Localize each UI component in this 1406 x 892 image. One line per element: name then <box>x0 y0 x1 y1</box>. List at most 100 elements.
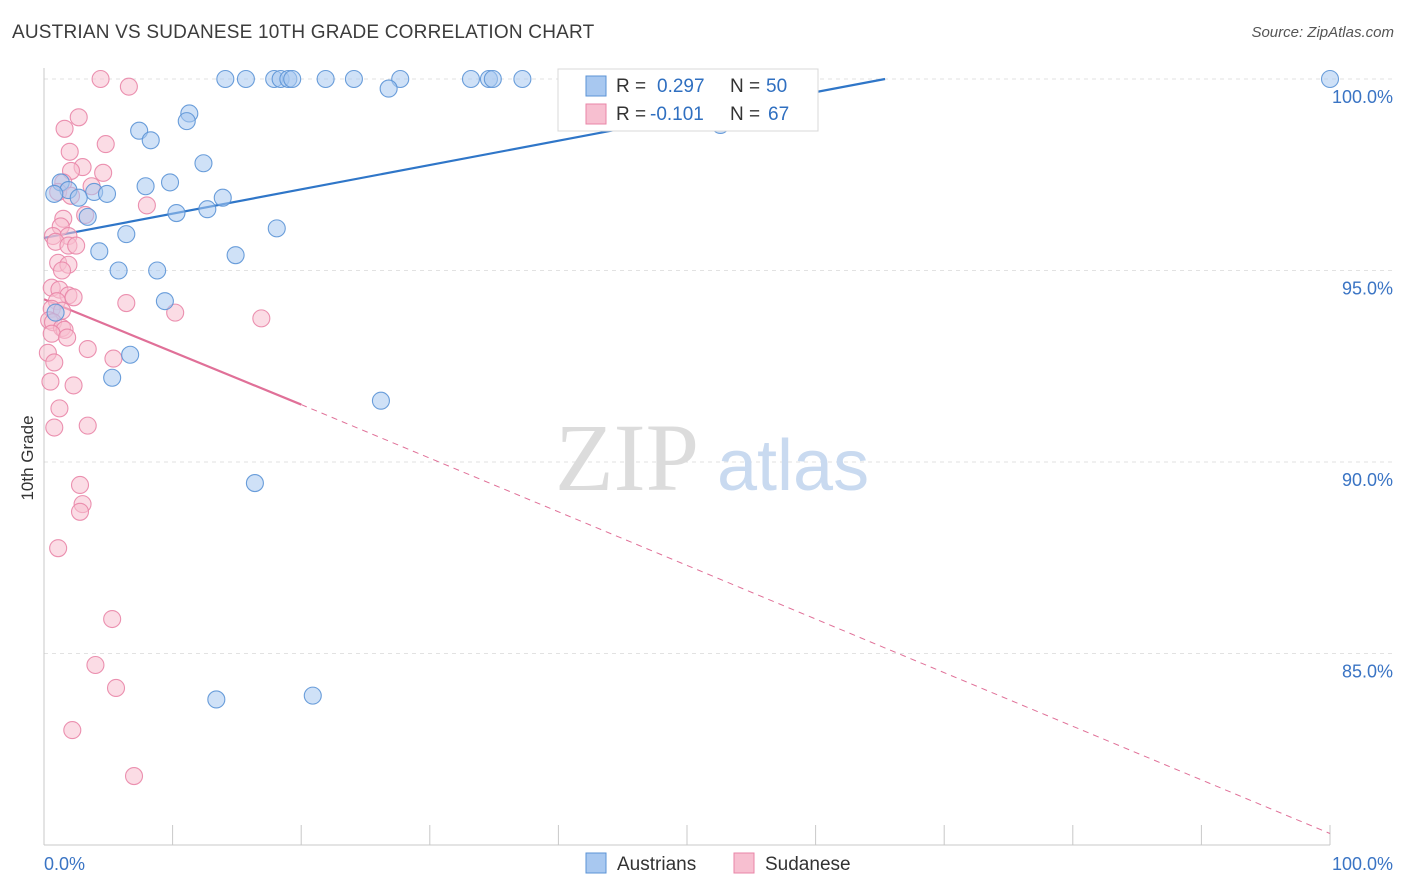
austrians-point <box>226 246 245 265</box>
austrians-point <box>283 69 302 89</box>
austrians-point <box>141 131 160 150</box>
sudanese-point <box>86 655 105 675</box>
sudanese-point <box>94 163 113 182</box>
sudanese-point <box>63 721 82 740</box>
austrians-point <box>1320 69 1340 89</box>
austrians-point <box>267 219 286 238</box>
austrians-point <box>344 69 363 89</box>
sudanese-point <box>55 119 74 138</box>
sudanese-point <box>119 77 138 96</box>
sudanese-point <box>42 324 61 343</box>
austrians-point <box>216 69 235 89</box>
x-tick-label-max: 100.0% <box>1332 854 1393 874</box>
stats-austrians-swatch <box>585 75 607 97</box>
watermark: ZIP atlas <box>555 404 869 511</box>
austrians-point <box>97 184 117 203</box>
sudanese-point <box>96 135 115 154</box>
austrians-point <box>391 69 410 89</box>
austrians-point <box>148 261 167 280</box>
sudanese-point <box>70 475 90 495</box>
austrians-point <box>69 188 88 207</box>
stats-austrians-n-label: N = <box>730 76 760 97</box>
y-tick-label: 95.0% <box>1342 279 1393 299</box>
legend-sudanese-label: Sudanese <box>765 854 851 875</box>
stats-austrians-r-value: 0.297 <box>657 76 705 97</box>
austrians-point <box>45 184 64 203</box>
stats-sudanese-r-label: R = <box>616 104 646 125</box>
y-tick-label: 85.0% <box>1342 662 1393 682</box>
sudanese-point <box>78 339 97 359</box>
sudanese-point <box>117 294 136 313</box>
sudanese-point <box>91 69 110 89</box>
austrians-point <box>213 188 232 207</box>
sudanese-point <box>166 303 185 322</box>
austrians-point <box>303 686 322 705</box>
sudanese-point <box>41 372 60 391</box>
stats-sudanese-r-value: -0.101 <box>650 104 704 125</box>
legend: Austrians Sudanese <box>585 852 851 875</box>
sudanese-point <box>252 309 271 328</box>
stats-sudanese-n-value: 67 <box>768 104 789 125</box>
y-axis-label: 10th Grade <box>18 415 37 500</box>
gridlines: 100.0% 95.0% 90.0% 85.0% <box>44 78 1394 682</box>
austrians-point <box>177 112 196 131</box>
austrians-point <box>379 79 398 98</box>
sudanese-point <box>49 539 68 558</box>
y-tick-label: 100.0% <box>1332 87 1393 107</box>
sudanese-point <box>103 609 122 629</box>
austrians-point <box>194 154 213 173</box>
watermark-zip: ZIP <box>555 404 699 511</box>
austrians-points <box>45 69 1340 709</box>
sudanese-point <box>67 236 86 255</box>
chart-source: Source: ZipAtlas.com <box>1251 24 1394 41</box>
austrians-point <box>207 690 226 709</box>
stats-austrians-n-value: 50 <box>766 76 787 97</box>
austrians-point <box>371 391 390 410</box>
austrians-point <box>109 261 128 280</box>
sudanese-point <box>45 418 64 437</box>
austrians-point <box>121 345 140 364</box>
sudanese-point <box>45 353 64 372</box>
austrians-point <box>513 69 532 89</box>
stats-austrians-r-label: R = <box>616 76 646 97</box>
austrians-point <box>103 368 122 387</box>
austrians-point <box>245 474 264 493</box>
sudanese-points <box>38 69 271 786</box>
chart-title: AUSTRIAN VS SUDANESE 10TH GRADE CORRELAT… <box>12 22 595 43</box>
y-tick-label: 90.0% <box>1342 470 1393 490</box>
austrians-point <box>316 69 335 89</box>
sudanese-trend-line <box>43 298 302 406</box>
sudanese-point <box>124 767 144 786</box>
austrians-point <box>160 173 180 192</box>
legend-sudanese-swatch <box>733 852 755 874</box>
legend-austrians-swatch <box>585 852 607 874</box>
austrians-point <box>117 225 136 244</box>
austrians-point <box>78 207 97 226</box>
sudanese-point <box>137 196 156 215</box>
sudanese-point <box>64 376 83 395</box>
austrians-point <box>136 177 155 196</box>
sudanese-point <box>104 349 123 368</box>
sudanese-point <box>69 108 88 127</box>
austrians-point <box>167 204 186 223</box>
sudanese-point <box>52 261 72 280</box>
austrians-point <box>461 69 481 89</box>
austrians-point <box>236 69 255 89</box>
stats-box: R = 0.297 N = 50 R = -0.101 N = 67 <box>557 68 819 132</box>
austrians-point <box>483 69 502 89</box>
watermark-atlas: atlas <box>717 426 869 506</box>
sudanese-point <box>64 288 83 307</box>
sudanese-trend-extension <box>301 404 1331 834</box>
austrians-point <box>198 200 217 219</box>
austrians-point <box>90 242 109 261</box>
sudanese-point <box>50 399 69 418</box>
sudanese-point <box>70 502 90 521</box>
stats-sudanese-n-label: N = <box>730 104 760 125</box>
sudanese-point <box>106 678 126 698</box>
sudanese-point <box>78 416 97 435</box>
austrians-point <box>46 303 65 322</box>
axes <box>43 68 1331 846</box>
sudanese-point <box>60 142 79 161</box>
stats-sudanese-swatch <box>585 103 607 125</box>
